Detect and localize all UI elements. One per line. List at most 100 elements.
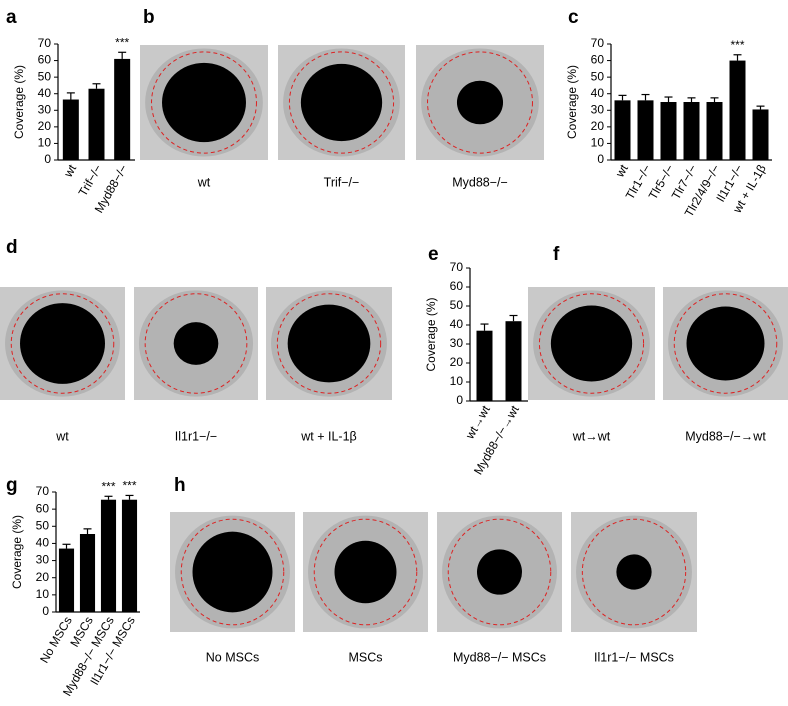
image-caption: MSCs <box>348 650 382 664</box>
y-tick-label: 40 <box>591 86 605 100</box>
image-caption: Myd88−/− MSCs <box>453 650 546 664</box>
y-axis-label: Coverage (%) <box>12 65 26 139</box>
error-bar <box>641 93 650 101</box>
micrograph <box>170 512 295 632</box>
micrograph <box>663 287 788 400</box>
bar <box>614 100 631 160</box>
y-tick-label: 20 <box>450 355 464 369</box>
bar <box>729 60 746 161</box>
wound-outline <box>10 293 115 394</box>
panel-letter: a <box>6 7 17 28</box>
error-bar <box>83 528 92 534</box>
y-tick-label: 50 <box>591 69 605 83</box>
error-bar <box>710 97 719 102</box>
y-tick-label: 0 <box>597 152 604 166</box>
bar <box>660 102 677 160</box>
error-bar <box>118 51 127 59</box>
micrograph <box>528 287 655 400</box>
panel-letter: g <box>6 475 18 496</box>
y-tick-label: 60 <box>38 53 52 67</box>
significance: *** <box>115 35 129 49</box>
micrograph <box>278 45 405 160</box>
error-bar <box>618 94 627 101</box>
image-caption: Myd88−/−→wt <box>685 429 766 443</box>
y-tick-label: 40 <box>36 536 50 550</box>
bar <box>637 100 654 160</box>
image-caption: wt + IL-1β <box>300 429 356 443</box>
y-tick-label: 60 <box>36 501 50 515</box>
y-tick-label: 10 <box>36 587 50 601</box>
y-tick-label: 10 <box>450 374 464 388</box>
wound-area <box>20 303 105 384</box>
bar <box>706 102 723 160</box>
micrograph <box>437 512 562 632</box>
micrograph <box>140 45 268 160</box>
y-tick-label: 20 <box>36 570 50 584</box>
y-tick-label: 50 <box>450 298 464 312</box>
image-caption: Trif−/− <box>324 175 360 189</box>
y-tick-label: 10 <box>38 136 52 150</box>
panel-letter: f <box>553 244 560 265</box>
wound-area <box>300 63 383 142</box>
micrograph <box>266 287 392 400</box>
y-tick-label: 20 <box>38 119 52 133</box>
bar <box>752 109 769 160</box>
y-tick-label: 40 <box>38 86 52 100</box>
wound-outline <box>673 293 778 394</box>
panel-letter: b <box>143 7 155 28</box>
image-caption: Il1r1−/− MSCs <box>594 650 674 664</box>
y-tick-label: 70 <box>591 36 605 50</box>
image-caption: wt <box>197 175 211 189</box>
y-tick-label: 60 <box>591 53 605 67</box>
panel-letter: c <box>568 7 579 28</box>
error-bar <box>92 83 101 89</box>
wound-area <box>686 306 765 381</box>
micrograph <box>571 512 697 632</box>
panel-letter: d <box>6 237 18 258</box>
wound-outline <box>581 518 687 626</box>
bar <box>476 330 493 401</box>
y-axis-label: Coverage (%) <box>10 515 24 589</box>
bar <box>505 321 522 401</box>
y-tick-label: 70 <box>36 484 50 498</box>
error-bar <box>66 92 75 100</box>
wound-outline <box>276 293 382 394</box>
wound-outline <box>151 51 257 154</box>
micrograph <box>303 512 428 632</box>
image-caption: Il1r1−/− <box>175 429 217 443</box>
wound-area <box>334 540 397 604</box>
y-tick-label: 30 <box>591 102 605 116</box>
wound-area <box>616 554 652 590</box>
x-tick-label: wt→wt <box>462 403 493 443</box>
error-bar <box>125 494 134 500</box>
wound-area <box>173 322 219 365</box>
significance: *** <box>730 38 744 52</box>
y-tick-label: 70 <box>38 36 52 50</box>
panel-letter: h <box>174 475 186 496</box>
y-tick-label: 0 <box>44 152 51 166</box>
wound-area <box>287 304 371 383</box>
wound-outline <box>288 51 395 154</box>
bar <box>58 548 75 612</box>
bar <box>100 499 117 612</box>
image-caption: wt <box>55 429 69 443</box>
bar <box>62 99 79 160</box>
wound-outline <box>538 293 645 394</box>
bar <box>114 58 131 160</box>
wound-outline <box>144 293 248 394</box>
y-tick-label: 30 <box>450 336 464 350</box>
y-tick-label: 0 <box>42 604 49 618</box>
wound-outline <box>447 518 552 626</box>
error-bar <box>664 96 673 102</box>
significance: *** <box>101 479 115 493</box>
y-tick-label: 30 <box>38 102 52 116</box>
bar <box>121 499 138 612</box>
image-caption: No MSCs <box>206 650 259 664</box>
bar <box>88 88 105 160</box>
y-tick-label: 60 <box>450 279 464 293</box>
micrograph <box>416 45 544 160</box>
wound-area <box>192 531 273 613</box>
wound-area <box>550 305 633 382</box>
y-tick-label: 70 <box>450 260 464 274</box>
x-tick-label: wt <box>612 162 631 181</box>
